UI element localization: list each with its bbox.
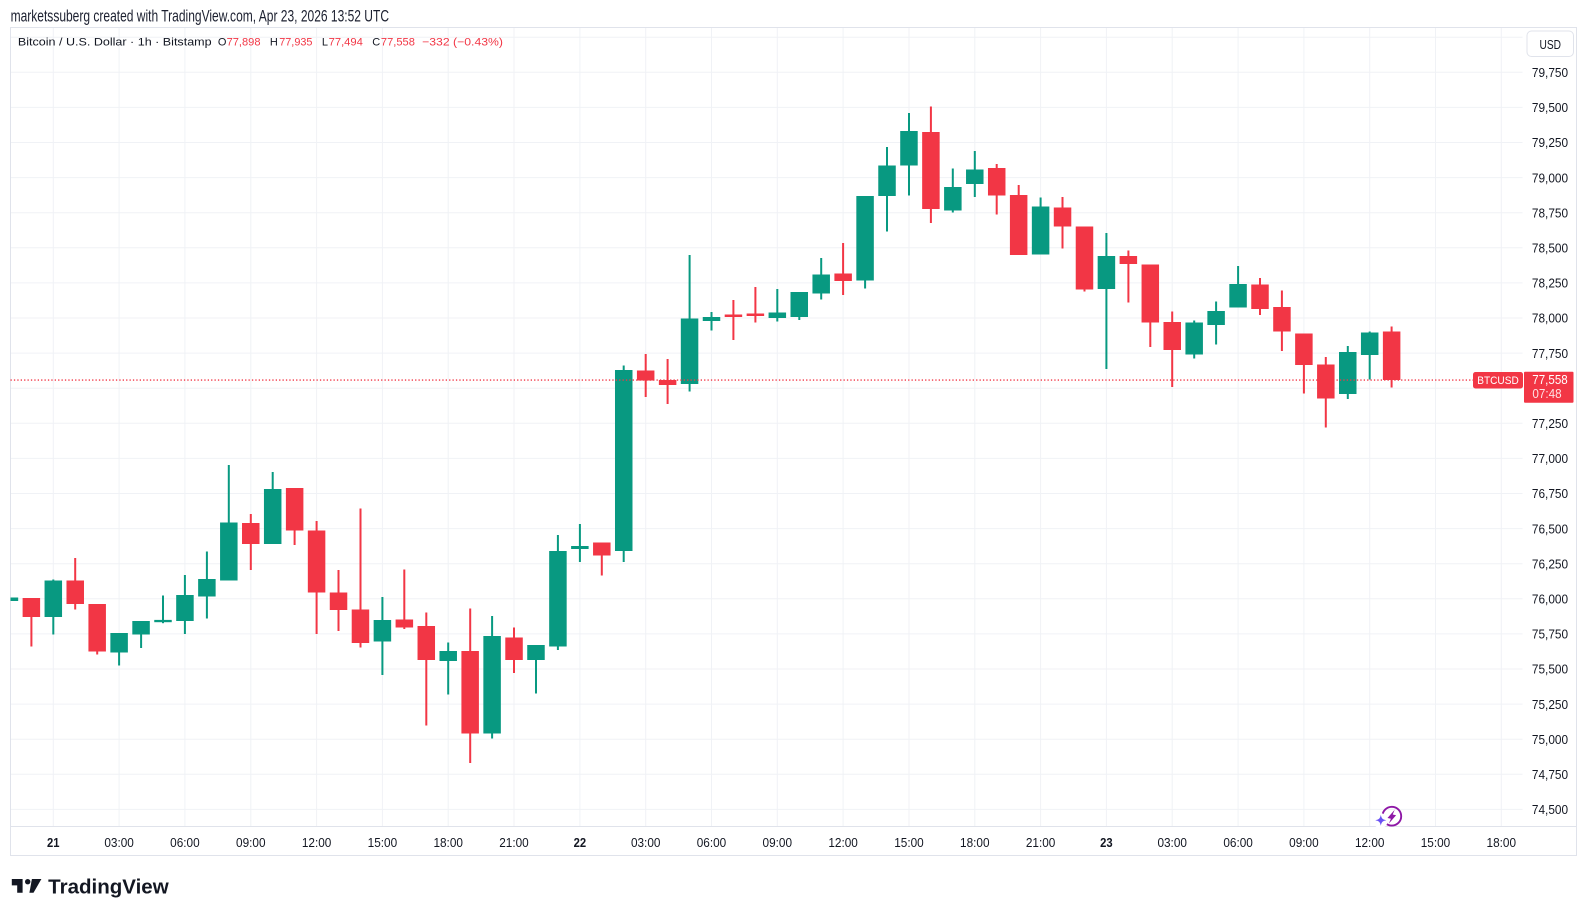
- svg-text:77,494: 77,494: [329, 37, 363, 49]
- svg-text:12:00: 12:00: [302, 835, 332, 850]
- svg-text:Bitcoin / U.S. Dollar · 1h · B: Bitcoin / U.S. Dollar · 1h · Bitstamp: [18, 37, 212, 49]
- svg-text:O: O: [218, 37, 227, 49]
- svg-text:78,250: 78,250: [1532, 276, 1568, 291]
- svg-text:12:00: 12:00: [828, 835, 858, 850]
- svg-text:18:00: 18:00: [433, 835, 463, 850]
- svg-text:76,750: 76,750: [1532, 486, 1568, 501]
- svg-text:12:00: 12:00: [1355, 835, 1385, 850]
- svg-text:76,500: 76,500: [1532, 521, 1568, 536]
- svg-text:18:00: 18:00: [960, 835, 990, 850]
- svg-text:74,750: 74,750: [1532, 767, 1568, 782]
- svg-text:TradingView: TradingView: [48, 876, 169, 898]
- svg-text:09:00: 09:00: [763, 835, 793, 850]
- svg-text:77,750: 77,750: [1532, 346, 1568, 361]
- svg-text:79,750: 79,750: [1532, 65, 1568, 80]
- svg-text:15:00: 15:00: [368, 835, 398, 850]
- svg-text:79,250: 79,250: [1532, 135, 1568, 150]
- svg-text:77,898: 77,898: [227, 37, 261, 49]
- svg-text:15:00: 15:00: [1421, 835, 1451, 850]
- svg-text:76,000: 76,000: [1532, 592, 1568, 607]
- svg-text:03:00: 03:00: [104, 835, 134, 850]
- svg-text:L: L: [322, 37, 328, 49]
- svg-text:22: 22: [574, 836, 587, 850]
- svg-text:76,250: 76,250: [1532, 556, 1568, 571]
- svg-text:21: 21: [47, 836, 60, 850]
- svg-text:03:00: 03:00: [631, 835, 661, 850]
- svg-text:77,558: 77,558: [1532, 373, 1567, 387]
- svg-text:75,000: 75,000: [1532, 732, 1568, 747]
- svg-text:23: 23: [1100, 836, 1113, 850]
- svg-text:78,750: 78,750: [1532, 205, 1568, 220]
- svg-text:03:00: 03:00: [1157, 835, 1187, 850]
- svg-text:77,250: 77,250: [1532, 416, 1568, 431]
- svg-text:78,000: 78,000: [1532, 311, 1568, 326]
- svg-text:79,500: 79,500: [1532, 100, 1568, 115]
- svg-text:77,000: 77,000: [1532, 451, 1568, 466]
- svg-text:18:00: 18:00: [1487, 835, 1517, 850]
- svg-text:75,500: 75,500: [1532, 662, 1568, 677]
- svg-text:marketssuberg created with Tra: marketssuberg created with TradingView.c…: [11, 7, 390, 25]
- svg-text:21:00: 21:00: [499, 835, 529, 850]
- svg-text:74,500: 74,500: [1532, 802, 1568, 817]
- svg-text:07:48: 07:48: [1532, 387, 1561, 401]
- svg-text:79,000: 79,000: [1532, 170, 1568, 185]
- svg-text:06:00: 06:00: [697, 835, 727, 850]
- svg-text:−332 (−0.43%): −332 (−0.43%): [422, 37, 503, 49]
- svg-text:USD: USD: [1540, 38, 1562, 52]
- svg-text:09:00: 09:00: [1289, 835, 1319, 850]
- svg-text:09:00: 09:00: [236, 835, 266, 850]
- svg-text:06:00: 06:00: [1223, 835, 1253, 850]
- svg-text:06:00: 06:00: [170, 835, 200, 850]
- svg-text:78,500: 78,500: [1532, 241, 1568, 256]
- svg-text:H: H: [270, 37, 278, 49]
- svg-text:75,750: 75,750: [1532, 627, 1568, 642]
- svg-text:77,558: 77,558: [381, 37, 415, 49]
- svg-text:21:00: 21:00: [1026, 835, 1056, 850]
- svg-text:C: C: [372, 37, 380, 49]
- svg-text:75,250: 75,250: [1532, 697, 1568, 712]
- svg-text:BTCUSD: BTCUSD: [1477, 375, 1519, 387]
- svg-text:77,935: 77,935: [279, 37, 312, 49]
- svg-text:15:00: 15:00: [894, 835, 924, 850]
